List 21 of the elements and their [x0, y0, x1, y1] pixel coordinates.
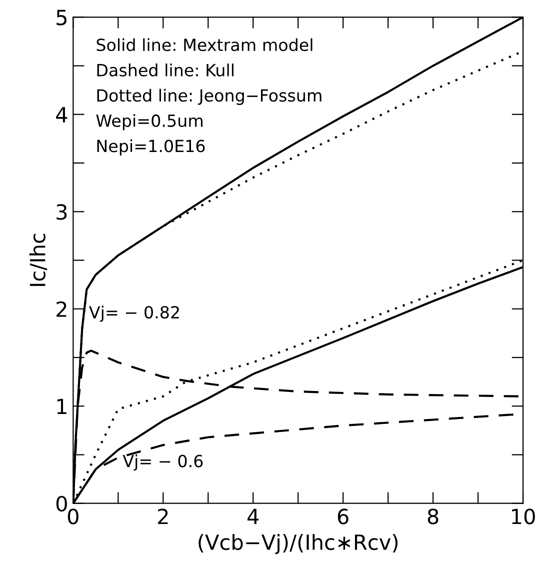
x-tick-label: 2: [158, 508, 168, 524]
x-tick-label: 4: [248, 508, 259, 524]
annotation: Vj= − 0.6: [122, 454, 203, 471]
y-tick-label: 1: [57, 398, 66, 414]
y-tick-label: 4: [56, 107, 68, 122]
annotation: Vj= − 0.82: [89, 306, 179, 322]
x-tick-label: 6: [338, 508, 348, 524]
y-tick-label: 3: [56, 204, 67, 220]
y-tick-label: 0: [56, 496, 67, 512]
x-tick-label: 0: [68, 508, 78, 524]
annotation: Nepi=1.0E16: [97, 139, 205, 156]
y-tick-label: 2: [56, 301, 66, 317]
x-axis-title: (Vcb−Vj)/(Ihc∗Rcv): [198, 534, 398, 554]
annotation: Dotted line: Jeong−Fossum: [97, 88, 322, 105]
annotation: Wepi=0.5um: [96, 114, 202, 130]
annotation: Solid line: Mextram model: [96, 38, 312, 52]
x-tick-label: 8: [428, 508, 438, 524]
y-axis-title: Ic/Ihc: [29, 234, 48, 286]
annotation: Dashed line: Kull: [97, 64, 234, 76]
x-tick-label: 10: [512, 508, 535, 524]
y-tick-label: 5: [56, 10, 66, 26]
